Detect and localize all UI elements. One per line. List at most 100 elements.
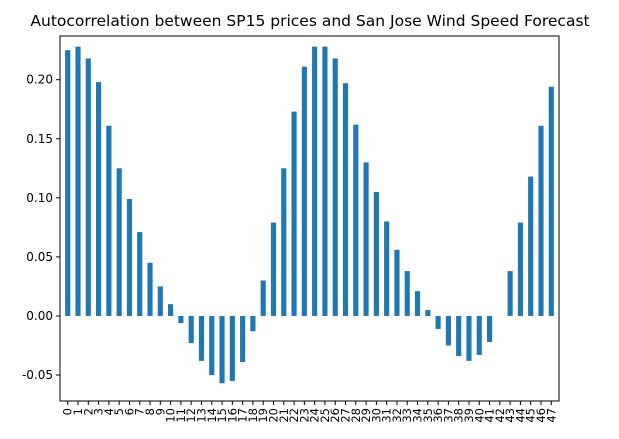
x-tick-label: 17: [236, 408, 250, 423]
bar-lag-30: [373, 191, 379, 316]
bar-lag-36: [435, 315, 441, 329]
bar-lag-43: [507, 271, 513, 316]
x-tick-label: 25: [318, 408, 332, 423]
x-tick-label: 27: [339, 408, 353, 423]
x-tick-label: 15: [215, 408, 229, 423]
bar-lag-35: [425, 310, 431, 316]
bar-lag-2: [85, 58, 91, 316]
x-tick-label: 9: [153, 408, 167, 415]
x-tick-label: 0: [61, 408, 75, 415]
x-tick-label: 16: [225, 408, 239, 423]
x-tick-label: 23: [297, 408, 311, 423]
bar-lag-6: [126, 199, 133, 316]
x-tick-label: 29: [359, 408, 373, 423]
x-tick-label: 26: [328, 408, 342, 423]
x-tick-label: 10: [164, 408, 178, 423]
bar-lag-28: [353, 124, 359, 316]
x-tick-label: 31: [380, 408, 394, 423]
bar-lag-23: [301, 66, 307, 316]
x-tick-label: 13: [194, 408, 208, 423]
x-tick-label: 30: [369, 408, 383, 423]
y-tick-label: 0.15: [26, 132, 53, 146]
bar-lag-34: [414, 291, 421, 316]
y-tick-label: 0.00: [26, 309, 53, 323]
bar-lag-24: [312, 46, 318, 316]
y-tick-label: 0.10: [26, 191, 53, 205]
x-tick-label: 4: [102, 408, 116, 415]
x-tick-label: 47: [544, 408, 558, 423]
x-tick-label: 24: [308, 408, 322, 423]
x-tick-label: 1: [71, 408, 85, 415]
x-tick-label: 35: [421, 408, 435, 423]
bar-lag-38: [456, 315, 462, 357]
x-tick-label: 41: [483, 408, 497, 423]
bar-lag-45: [528, 176, 534, 316]
bar-lag-8: [147, 262, 153, 316]
bar-lag-21: [281, 168, 287, 316]
bar-lag-14: [209, 315, 215, 376]
bar-lag-1: [75, 46, 81, 316]
x-axis: 0123456789101112131415161718192021222324…: [61, 401, 558, 423]
bar-lag-9: [157, 286, 163, 316]
bar-lag-33: [404, 271, 410, 316]
x-tick-label: 32: [390, 408, 404, 423]
plot-frame: [59, 35, 560, 402]
x-tick-label: 37: [441, 408, 455, 423]
x-tick-label: 42: [493, 408, 507, 423]
y-tick-label: 0.20: [26, 73, 53, 87]
bar-lag-41: [486, 315, 493, 342]
x-tick-label: 5: [112, 408, 126, 415]
x-tick-label: 3: [92, 408, 106, 415]
y-axis: -0.05 0.00 0.05 0.10 0.15 0.20: [22, 73, 60, 382]
bar-lag-22: [291, 111, 297, 316]
bar-lag-11: [178, 315, 184, 324]
bar-lag-32: [394, 249, 400, 316]
bar-lag-44: [517, 222, 523, 316]
x-tick-label: 11: [174, 408, 188, 423]
bar-lag-18: [250, 315, 256, 332]
x-tick-label: 38: [452, 408, 466, 423]
bar-lag-5: [116, 168, 122, 316]
x-tick-label: 44: [513, 408, 527, 423]
bar-lag-10: [168, 304, 174, 316]
bar-lag-12: [188, 315, 194, 344]
x-tick-label: 19: [256, 408, 270, 423]
bar-lag-17: [240, 315, 246, 363]
bar-lag-46: [538, 125, 544, 316]
bar-lag-16: [229, 315, 235, 381]
x-tick-label: 33: [400, 408, 414, 423]
x-tick-label: 22: [287, 408, 301, 423]
bar-lag-4: [106, 125, 112, 316]
bar-lag-29: [363, 162, 369, 316]
bar-lag-13: [198, 315, 205, 361]
bar-lag-25: [322, 46, 328, 316]
x-tick-label: 6: [122, 408, 136, 415]
bar-lag-20: [270, 222, 277, 316]
x-tick-label: 20: [266, 408, 280, 423]
x-tick-label: 39: [462, 408, 476, 423]
chart-title: Autocorrelation between SP15 prices and …: [30, 12, 589, 30]
x-tick-label: 8: [143, 408, 157, 415]
x-tick-label: 2: [81, 408, 95, 415]
y-tick-label: -0.05: [22, 368, 53, 382]
x-tick-label: 7: [133, 408, 147, 415]
x-tick-label: 21: [277, 408, 291, 423]
bar-lag-27: [342, 83, 349, 316]
x-tick-label: 14: [205, 408, 219, 423]
bar-lag-7: [137, 232, 143, 316]
y-tick-label: 0.05: [26, 250, 53, 264]
bar-lag-3: [96, 82, 102, 316]
x-tick-label: 40: [472, 408, 486, 423]
x-tick-label: 46: [534, 408, 548, 423]
bars-group: [65, 46, 554, 384]
x-tick-label: 18: [246, 408, 260, 423]
x-tick-label: 12: [184, 408, 198, 423]
x-tick-label: 28: [349, 408, 363, 423]
x-tick-label: 43: [503, 408, 517, 423]
bar-lag-0: [65, 50, 71, 316]
x-tick-label: 34: [411, 408, 425, 423]
x-tick-label: 45: [524, 408, 538, 423]
bar-lag-37: [445, 315, 451, 346]
bar-lag-39: [466, 315, 472, 361]
